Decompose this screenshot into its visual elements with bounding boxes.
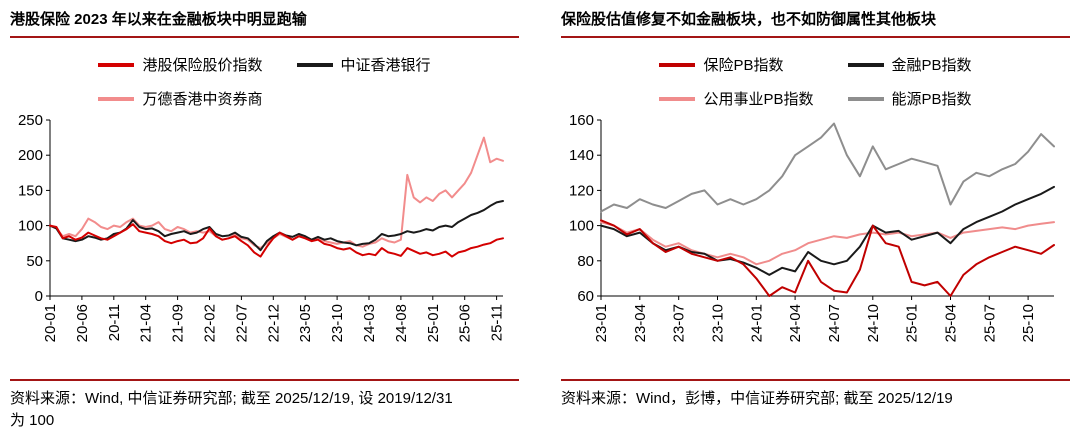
title-underline [10,36,519,38]
y-axis: 0 50 100 150 200 250 [18,113,51,305]
x-tick-label: 25-06 [457,304,474,342]
y-tick-label: 0 [35,288,43,305]
series-line-0 [600,219,1055,297]
legend-label: 能源PB指数 [891,91,972,108]
legend-line-marker [659,96,696,101]
x-axis: 20-01 20-06 20-11 21-04 21-09 22-02 22-07 22-12… [42,295,506,342]
source-divider [561,379,1070,381]
y-tick-label: 250 [18,113,43,129]
y-tick-label: 60 [577,288,594,305]
legend-label: 港股保险股价指数 [142,57,263,74]
legend-label: 公用事业PB指数 [703,91,814,108]
y-tick-label: 200 [18,147,43,164]
x-tick-label: 24-03 [361,304,378,342]
source-divider [10,379,519,381]
x-tick-label: 23-10 [710,304,727,342]
chart-legend-left: 港股保险股价指数 中证香港银行万德香港中资券商 [10,54,519,109]
title-underline [561,36,1070,38]
series-line-1 [600,185,1055,276]
legend-item: 公用事业PB指数 [659,88,814,109]
legend-label: 中证香港银行 [340,57,431,74]
chart-title-left: 港股保险 2023 年以来在金融板块中明显跑输 [10,11,307,28]
chart-title-right: 保险股估值修复不如金融板块，也不如防御属性其他板块 [561,11,937,28]
x-tick-label: 24-01 [748,304,765,342]
legend-line-marker [98,62,135,67]
legend-item: 万德香港中资券商 [98,88,263,109]
x-tick-label: 25-01 [904,304,921,342]
series-line-3 [600,122,1055,213]
legend-item: 能源PB指数 [847,88,972,109]
x-tick-label: 24-10 [865,304,882,342]
y-tick-label: 160 [569,113,594,129]
legend-line-marker [98,96,135,101]
y-tick-label: 100 [18,218,43,235]
x-tick-label: 23-04 [632,304,649,342]
legend-line-marker [847,62,884,67]
x-tick-label: 24-04 [787,304,804,342]
x-tick-label: 21-04 [138,304,155,342]
chart-legend-right: 保险PB指数 金融PB指数公用事业PB指数 能源PB指数 [561,54,1070,109]
line-chart-right: 60 80 100 120 140 160 23-01 23-04 23-07 23-10 24-0… [569,113,1055,342]
line-chart-left: 0 50 100 150 200 250 20-01 20-06 20-11 21-04 21-09… [18,113,506,342]
left-chart-panel: 港股保险 2023 年以来在金融板块中明显跑输 港股保险股价指数 中证香港银行万德… [10,6,519,432]
y-tick-label: 100 [569,218,594,235]
x-tick-label: 22-07 [233,304,250,342]
legend-label: 金融PB指数 [891,57,972,74]
x-tick-label: 25-04 [943,304,960,342]
series-line-0 [49,223,504,258]
y-tick-label: 80 [577,253,594,270]
series-line-2 [600,221,1055,266]
x-tick-label: 20-06 [74,304,91,342]
legend-item: 中证香港银行 [296,54,431,75]
y-tick-label: 150 [18,182,43,199]
x-tick-label: 22-12 [265,304,282,342]
x-tick-label: 25-01 [425,304,442,342]
legend-item: 保险PB指数 [659,54,784,75]
legend-line-marker [659,62,696,67]
x-tick-label: 20-01 [42,304,59,342]
series-line-2 [49,136,504,250]
legend-line-marker [847,96,884,101]
source-note-left: 资料来源：Wind, 中信证券研究部; 截至 2025/12/19, 设 201… [10,390,453,429]
x-tick-label: 24-07 [826,304,843,342]
legend-line-marker [296,62,333,67]
x-tick-label: 25-11 [489,304,506,341]
legend-label: 保险PB指数 [703,57,784,74]
y-axis: 60 80 100 120 140 160 [569,113,602,305]
x-tick-label: 20-11 [106,304,123,341]
right-chart-panel: 保险股估值修复不如金融板块，也不如防御属性其他板块 保险PB指数 金融PB指数公用… [561,6,1070,432]
x-tick-label: 24-08 [393,304,410,342]
y-tick-label: 120 [569,182,594,199]
legend-label: 万德香港中资券商 [142,91,263,108]
x-tick-label: 23-01 [593,304,610,342]
legend-item: 港股保险股价指数 [98,54,263,75]
source-note-right: 资料来源：Wind，彭博，中信证券研究部; 截至 2025/12/19 [561,390,953,407]
y-tick-label: 140 [569,147,594,164]
x-tick-label: 25-10 [1020,304,1037,342]
x-tick-label: 23-05 [297,304,314,342]
x-tick-label: 23-07 [671,304,688,342]
x-tick-label: 23-10 [329,304,346,342]
legend-item: 金融PB指数 [847,54,972,75]
x-tick-label: 21-09 [170,304,187,342]
x-tick-label: 22-02 [202,304,219,342]
x-axis: 23-01 23-04 23-07 23-10 24-01 24-04 24-07 24-10… [593,295,1054,342]
y-tick-label: 50 [26,253,43,270]
x-tick-label: 25-07 [981,304,998,342]
